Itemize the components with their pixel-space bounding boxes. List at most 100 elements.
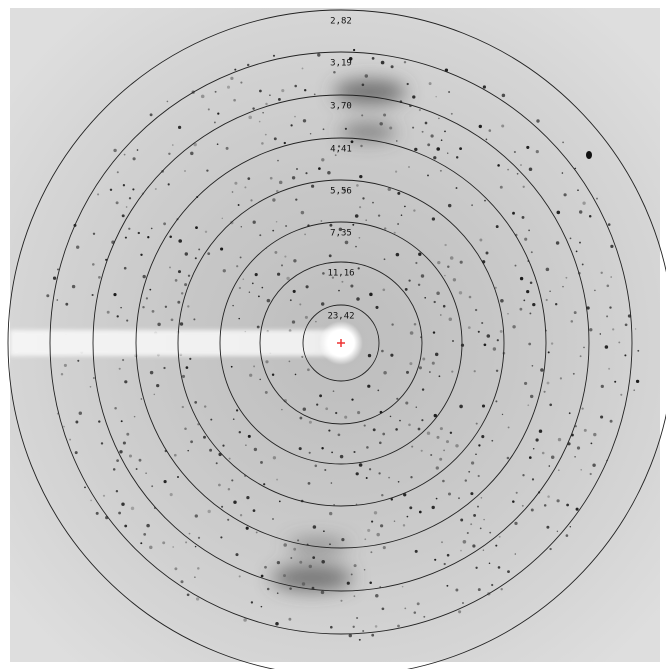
spot	[459, 405, 463, 409]
spot	[187, 305, 189, 307]
spot	[61, 373, 63, 375]
spot	[301, 211, 304, 214]
spot	[620, 394, 622, 396]
spot	[512, 212, 515, 215]
spot	[562, 141, 564, 143]
spot	[203, 436, 206, 439]
spot	[124, 154, 126, 156]
spot	[174, 567, 177, 570]
spot	[123, 441, 126, 444]
spot	[414, 611, 417, 614]
spot	[290, 299, 292, 301]
spot	[247, 64, 249, 66]
spot	[462, 602, 464, 604]
spot	[233, 500, 236, 503]
spot	[240, 256, 242, 258]
spot	[421, 274, 424, 277]
spot	[139, 459, 142, 462]
spot	[351, 398, 353, 400]
spot	[536, 119, 539, 122]
spot	[101, 442, 103, 444]
spot	[593, 433, 596, 436]
spot	[270, 177, 273, 180]
spot	[594, 290, 596, 292]
spot	[165, 306, 167, 308]
spot	[126, 206, 128, 208]
spot	[260, 461, 263, 464]
spot	[530, 395, 533, 398]
spot	[172, 546, 174, 548]
spot	[540, 368, 544, 372]
spot	[208, 510, 211, 513]
spot	[338, 290, 340, 292]
spot	[229, 458, 231, 460]
spot	[544, 504, 547, 507]
spot	[369, 293, 373, 297]
spot	[529, 167, 533, 171]
spot	[151, 485, 153, 487]
spot	[382, 607, 385, 610]
spot	[123, 184, 125, 186]
spot	[358, 267, 360, 269]
spot	[324, 469, 326, 471]
spot	[461, 344, 464, 347]
spot	[390, 354, 393, 357]
spot	[460, 261, 463, 264]
spot	[275, 622, 279, 626]
spot	[239, 287, 241, 289]
spot	[440, 427, 443, 430]
spot	[299, 417, 302, 420]
spot	[413, 209, 415, 211]
spot	[124, 380, 127, 383]
spot	[281, 264, 283, 266]
spot	[116, 201, 119, 204]
spot	[140, 542, 142, 544]
spot	[217, 143, 219, 145]
spot	[580, 469, 582, 471]
spot	[579, 242, 581, 244]
spot	[92, 294, 94, 296]
spot	[354, 595, 356, 597]
spot	[508, 426, 510, 428]
spot	[447, 266, 449, 268]
spot	[93, 233, 95, 235]
spot	[278, 98, 281, 101]
spot	[333, 71, 336, 74]
spot	[381, 350, 384, 353]
spot	[246, 496, 249, 499]
spot	[146, 524, 150, 528]
spot	[149, 546, 152, 549]
spot	[450, 256, 454, 260]
spot	[299, 303, 301, 305]
spot	[248, 116, 252, 120]
spot	[486, 139, 488, 141]
spot	[107, 311, 110, 314]
spot	[327, 171, 331, 175]
spot	[468, 326, 471, 329]
spot	[474, 370, 476, 372]
spot	[478, 444, 480, 446]
spot	[90, 500, 92, 502]
spot	[367, 529, 370, 532]
spot	[407, 516, 409, 518]
spot	[374, 511, 377, 514]
spot	[131, 507, 134, 510]
spot	[444, 131, 446, 133]
spot	[430, 454, 432, 456]
spot	[149, 289, 151, 291]
spot	[76, 246, 79, 249]
spot	[475, 453, 477, 455]
spot	[128, 228, 130, 230]
spot	[120, 307, 122, 309]
spot	[241, 226, 242, 227]
spot	[208, 108, 210, 110]
spot	[299, 561, 302, 564]
spot	[591, 443, 593, 445]
spot	[531, 251, 533, 253]
spot	[256, 531, 258, 533]
spot	[614, 381, 616, 383]
spot	[248, 435, 251, 438]
spot	[546, 526, 549, 529]
spot	[590, 473, 592, 475]
spot	[562, 286, 564, 288]
